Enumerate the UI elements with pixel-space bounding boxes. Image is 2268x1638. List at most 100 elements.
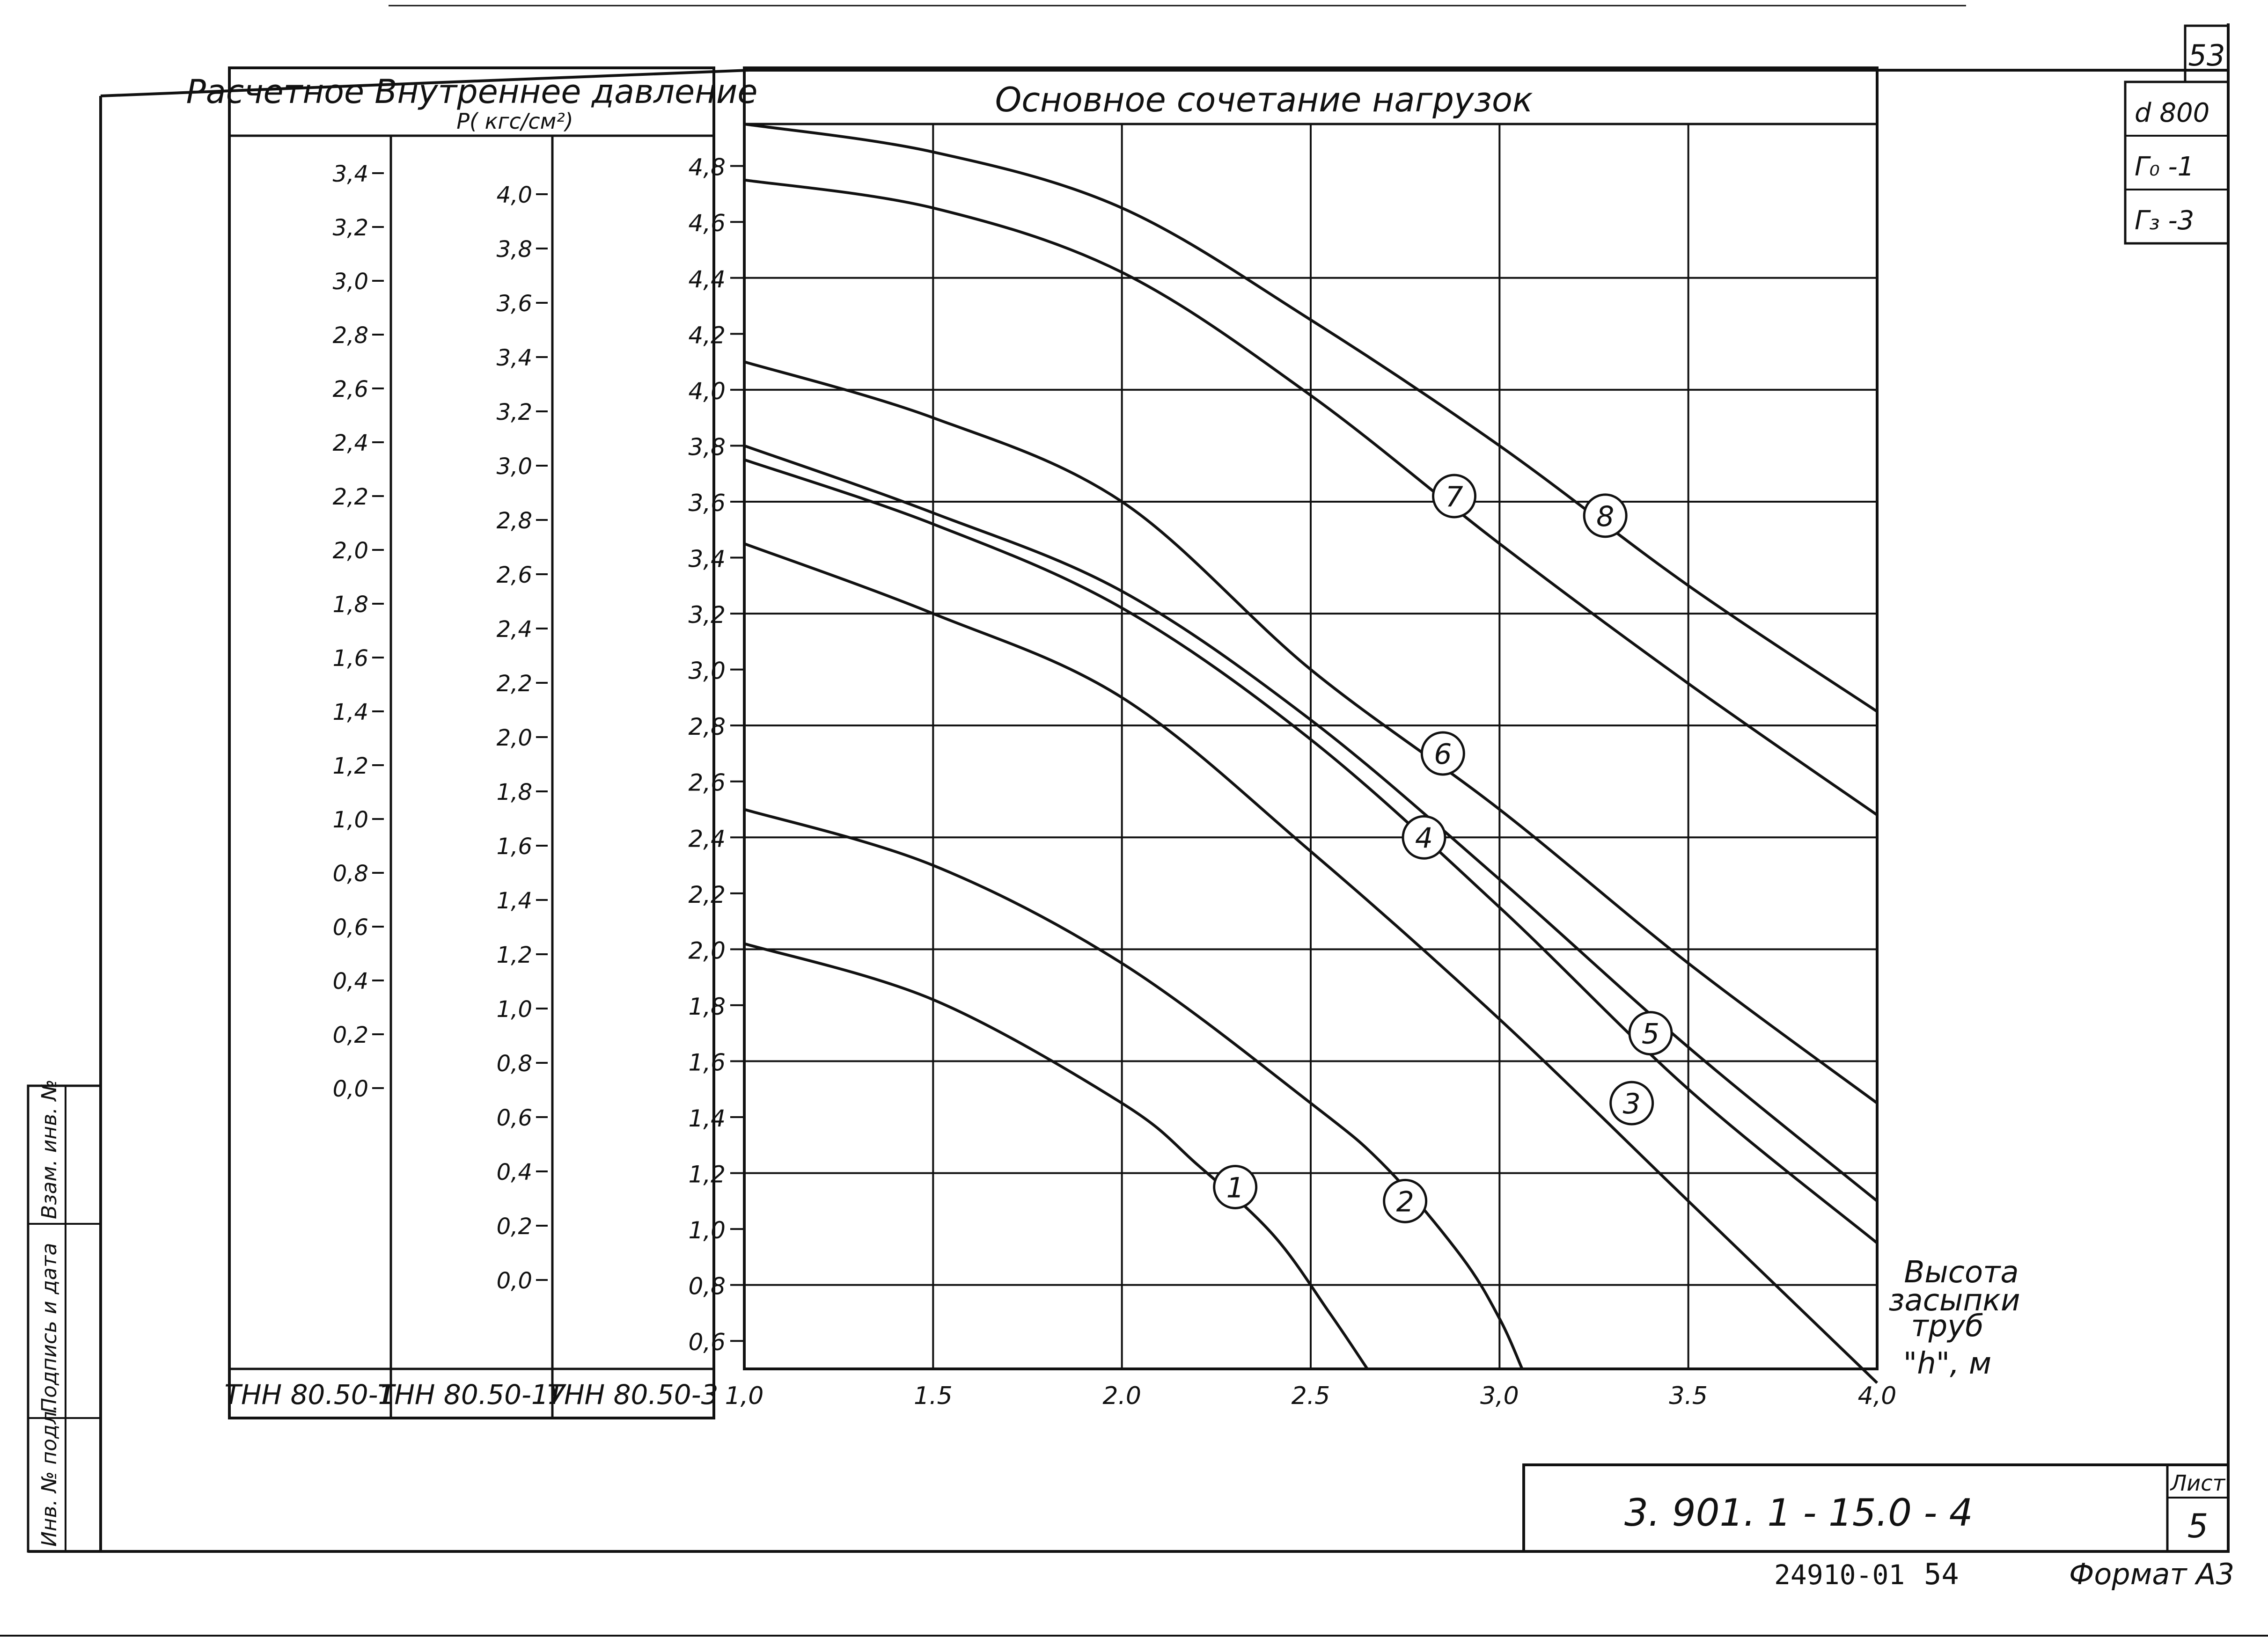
scale-tick-label: 3,4 (497, 345, 532, 371)
curve-1 (744, 942, 1369, 1370)
side-stamp: Инв. № подл. Подпись и дата Взам. инв. № (27, 1079, 102, 1553)
title-block: 3. 901. 1 - 15.0 - 4 Лист 5 24910-01 54 … (1522, 1463, 2234, 1591)
scale-tick-label: 2,6 (497, 562, 532, 588)
curve-label-text: 1 (1226, 1171, 1244, 1204)
scale-tick-label: 0,8 (497, 1051, 532, 1077)
chart-grid (744, 124, 1877, 1369)
stamp-inv-number: Инв. № подл. (37, 1404, 61, 1547)
chart-title: Основное сочетание нагрузок (995, 80, 1533, 119)
series-labels: 1 2 3 4 5 6 7 8 (1213, 474, 1673, 1223)
scale-tick-label: 1,0 (497, 996, 532, 1023)
scale-tick-label: 0,2 (333, 1022, 368, 1048)
curve-label-circle (1420, 731, 1465, 776)
curve-label-circle (1213, 1164, 1258, 1209)
curve-label-1: 1 (1213, 1164, 1258, 1209)
curve-label-text: 7 (1445, 481, 1463, 513)
x-axis-label-line-1: Высота (1904, 1255, 2018, 1290)
scale-tick-label: 2,4 (497, 616, 532, 643)
scale-tick-label: 0,2 (497, 1214, 532, 1240)
scale-tick-label: 0,4 (333, 968, 368, 995)
pressure-scale-1: 3,4 3,2 3,0 2,8 2,6 2,4 2,2 2,0 1,8 1,6 1,4 1,2 1,0 0… (333, 161, 384, 1102)
y-tick-label: 2,0 (688, 937, 726, 964)
curve-label-2: 2 (1383, 1178, 1428, 1223)
y-tick-label: 4,8 (688, 154, 726, 181)
x-axis-label-line-2: засыпки (1888, 1283, 2020, 1318)
x-axis-label-line-3: труб (1911, 1309, 1983, 1344)
y-tick-label: 2,8 (688, 713, 726, 740)
x-axis-label: Высота засыпки труб "h", м (1888, 1255, 2020, 1381)
curve-4 (744, 458, 1878, 1244)
curve-label-circle (1609, 1081, 1654, 1126)
x-tick-label: 1.5 (914, 1382, 953, 1410)
curve-label-3: 3 (1609, 1081, 1654, 1126)
curve-label-text: 8 (1596, 500, 1614, 533)
scale-tick-label: 0,0 (333, 1076, 368, 1102)
pressure-header: Расчетное Внутреннее давление (186, 73, 758, 111)
curve-label-6: 6 (1420, 731, 1465, 776)
y-tick-label: 2,6 (688, 769, 726, 797)
y-tick-label: 3,0 (688, 658, 726, 685)
curve-7 (744, 178, 1878, 816)
scale-tick-label: 3,0 (497, 453, 532, 480)
y-tick-label: 1,4 (688, 1105, 726, 1132)
curve-2 (744, 808, 1524, 1370)
page-number: 53 (2188, 38, 2225, 73)
scale-tick-label: 4,0 (497, 182, 532, 208)
y-tick-label: 1,2 (688, 1161, 726, 1188)
x-tick-label: 3.5 (1669, 1382, 1708, 1410)
curve-label-circle (1402, 815, 1446, 860)
x-axis-label-line-4: "h", м (1903, 1346, 1991, 1381)
pressure-scales-table: Расчетное Внутреннее давление P( кгс/см²… (186, 66, 758, 1419)
sheet-label: Лист (2170, 1470, 2226, 1496)
curve-label-7: 7 (1432, 474, 1477, 519)
scale-tick-label: 3,6 (497, 291, 532, 317)
document-code: 3. 901. 1 - 15.0 - 4 (1624, 1491, 1973, 1535)
x-tick-label: 4,0 (1858, 1382, 1897, 1410)
y-tick-label: 4,6 (688, 210, 726, 237)
scale-tick-label: 1,4 (333, 699, 368, 725)
scale-tick-label: 3,0 (333, 269, 368, 295)
curve-label-text: 3 (1623, 1088, 1641, 1120)
y-tick-label: 4,4 (688, 266, 726, 293)
scale-tick-label: 1,6 (333, 645, 368, 672)
curve-6 (744, 360, 1878, 1104)
scale-tick-label: 2,2 (497, 671, 532, 697)
scale-tick-label: 3,2 (497, 399, 532, 425)
scale-tick-label: 3,8 (497, 236, 532, 263)
y-tick-label: 3,6 (688, 490, 726, 517)
scale-tick-label: 1,2 (333, 753, 368, 779)
curve-label-5: 5 (1628, 1011, 1673, 1056)
y-tick-label: 3,2 (688, 601, 726, 629)
y-tick-label: 1,0 (688, 1217, 726, 1244)
scale-tick-label: 0,0 (497, 1268, 532, 1294)
scale-tick-label: 2,6 (333, 376, 368, 402)
chart-series (743, 123, 1879, 1384)
scale-tick-label: 2,8 (497, 508, 532, 534)
scale-tick-label: 3,2 (333, 215, 368, 241)
scale-tick-label: 0,8 (333, 861, 368, 887)
scale-tick-label: 0,4 (497, 1159, 532, 1185)
stamp-signature-date: Подпись и дата (37, 1243, 61, 1413)
y-tick-label: 2,4 (688, 825, 726, 852)
y-tick-label: 1,6 (688, 1049, 726, 1076)
y-tick-label: 3,4 (688, 546, 726, 573)
column-label-3: ТНН 80.50-3 (548, 1379, 719, 1411)
column-label-1: ТНН 80.50-1 (225, 1379, 396, 1411)
soil-type-label: Г₀ -1 (2135, 152, 2194, 182)
archive-page: 54 (1924, 1557, 1959, 1591)
paper-format: Формат А3 (2069, 1557, 2234, 1591)
scale-tick-label: 2,0 (333, 538, 368, 564)
curve-label-text: 2 (1396, 1185, 1414, 1218)
scale-tick-label: 2,4 (333, 430, 368, 456)
scale-tick-label: 1,4 (497, 888, 532, 914)
curve-8 (744, 123, 1878, 713)
y-tick-label: 2,2 (688, 881, 726, 908)
y-tick-label: 0,6 (688, 1329, 726, 1356)
scale-tick-label: 0,6 (497, 1105, 532, 1131)
x-tick-label: 2.5 (1292, 1382, 1330, 1410)
stamp-replacement-inv: Взам. инв. № (37, 1079, 61, 1219)
scale-tick-label: 2,8 (333, 322, 368, 349)
scale-tick-label: 2,0 (497, 725, 532, 751)
curve-label-circle (1628, 1011, 1673, 1056)
